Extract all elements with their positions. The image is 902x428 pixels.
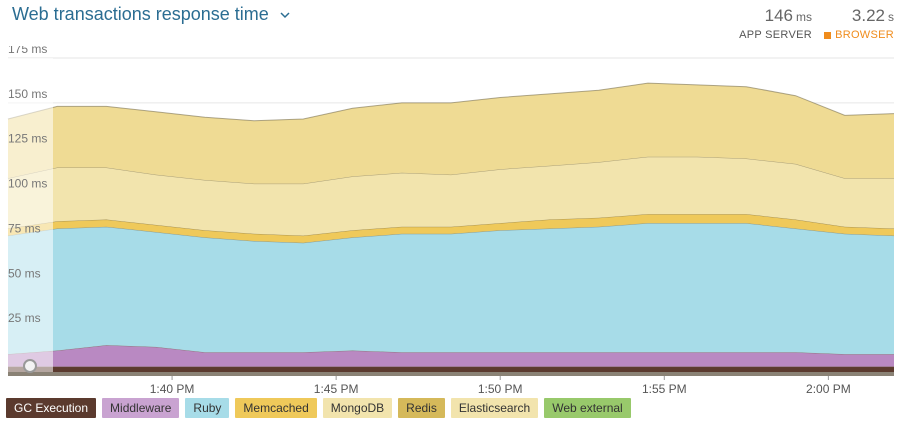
range-handle-icon[interactable] <box>23 359 37 373</box>
chart-title: Web transactions response time <box>12 4 269 24</box>
browser-label: BROWSER <box>835 29 894 41</box>
app-server-value: 146 <box>764 6 793 25</box>
hover-highlight-band <box>8 58 53 372</box>
legend-item-ruby[interactable]: Ruby <box>185 398 230 418</box>
x-tick-label: 2:00 PM <box>806 382 851 396</box>
series-area-ruby <box>8 223 894 355</box>
series-area-elasticsearch <box>8 83 894 184</box>
legend-item-gc-execution[interactable]: GC Execution <box>6 398 97 418</box>
x-tick-label: 1:45 PM <box>314 382 359 396</box>
series-area-gc-execution <box>8 366 894 372</box>
y-tick-label: 175 ms <box>8 46 47 56</box>
y-tick-label: 100 ms <box>8 177 47 191</box>
browser-unit: s <box>888 10 894 24</box>
legend-item-elasticsearch[interactable]: Elasticsearch <box>450 398 539 418</box>
chart-title-dropdown[interactable]: Web transactions response time <box>12 4 291 25</box>
series-line-elasticsearch <box>7 82 895 122</box>
chart-header: Web transactions response time 146 ms APP… <box>0 0 902 46</box>
x-tick-label: 1:50 PM <box>478 382 523 396</box>
y-tick-label: 50 ms <box>8 266 41 280</box>
y-tick-label: 150 ms <box>8 87 47 101</box>
series-area-memcached <box>8 214 894 243</box>
y-tick-label: 75 ms <box>8 221 41 235</box>
chart-legend: GC Execution Middleware Ruby Memcached Mongo… <box>6 398 631 418</box>
legend-item-memcached[interactable]: Memcached <box>235 398 317 418</box>
browser-metric: 3.22 s BROWSER <box>824 6 894 41</box>
legend-item-middleware[interactable]: Middleware <box>102 398 180 418</box>
series-area-middleware <box>8 345 894 367</box>
chevron-down-icon <box>280 11 290 18</box>
legend-item-web-external[interactable]: Web external <box>544 398 631 418</box>
x-tick-label: 1:40 PM <box>150 382 195 396</box>
app-server-metric: 146 ms APP SERVER <box>739 6 812 41</box>
response-time-area-chart[interactable]: 25 ms 50 ms 75 ms 100 ms 125 ms 150 ms 175 ms 1… <box>0 46 902 396</box>
app-server-unit: ms <box>796 10 812 24</box>
y-tick-label: 125 ms <box>8 132 47 146</box>
legend-item-redis[interactable]: Redis <box>398 398 445 418</box>
browser-color-square-icon <box>824 31 832 39</box>
series-area-mongodb <box>8 156 894 236</box>
x-tick-label: 1:55 PM <box>642 382 687 396</box>
x-axis-band <box>8 372 894 376</box>
app-server-label: APP SERVER <box>739 29 812 41</box>
y-tick-label: 25 ms <box>8 311 41 325</box>
legend-item-mongodb[interactable]: MongoDB <box>322 398 393 418</box>
browser-value: 3.22 <box>851 6 885 25</box>
